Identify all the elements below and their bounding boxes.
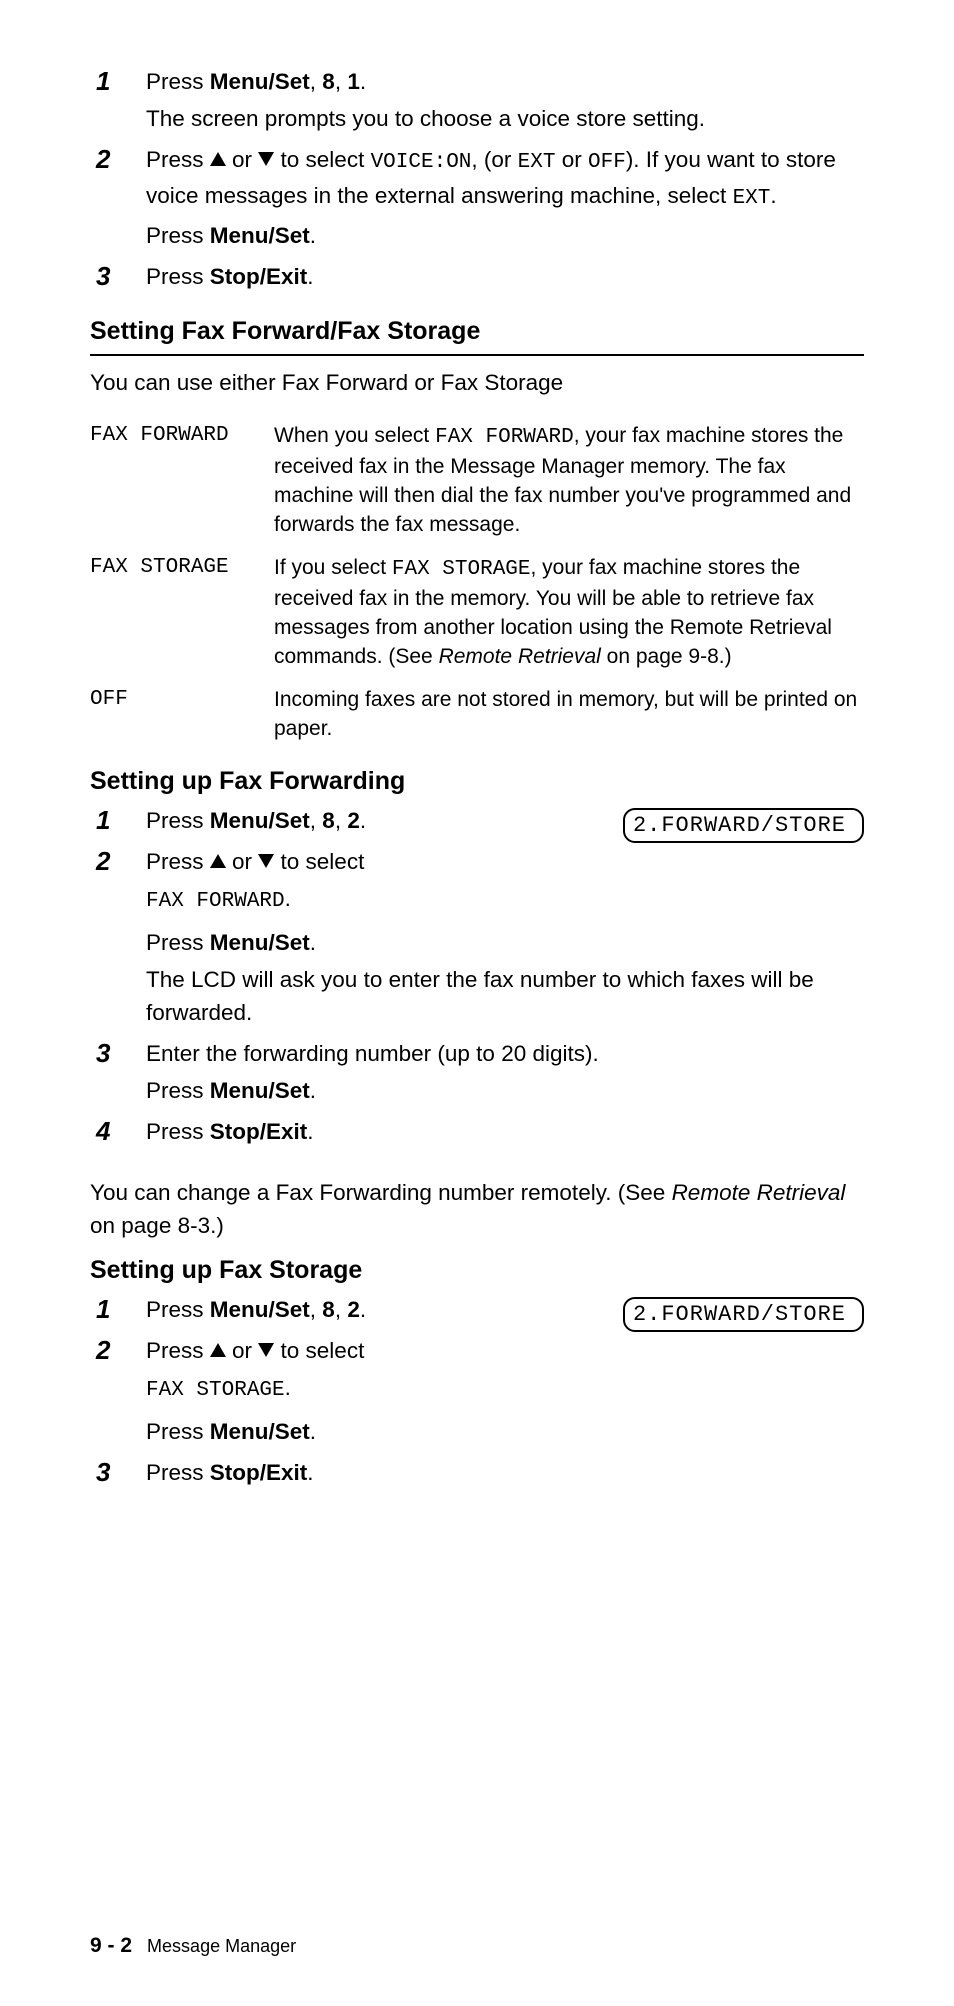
step-row: 3Press Stop/Exit.	[90, 1456, 864, 1493]
definitions-table: FAX FORWARDWhen you select FAX FORWARD, …	[90, 417, 864, 753]
definition-desc: If you select FAX STORAGE, your fax mach…	[274, 549, 864, 681]
fax-forward-note: You can change a Fax Forwarding number r…	[90, 1176, 864, 1242]
table-row: FAX FORWARDWhen you select FAX FORWARD, …	[90, 417, 864, 549]
section-intro: You can use either Fax Forward or Fax St…	[90, 366, 864, 399]
step-body: Press or to selectFAX FORWARD.	[146, 845, 506, 922]
step-number: 4	[90, 1115, 146, 1147]
footer-section: Message Manager	[147, 1936, 296, 1956]
step-number: 3	[90, 260, 146, 292]
step-row: 1Press Menu/Set, 8, 2.	[90, 1293, 623, 1330]
table-row: FAX STORAGEIf you select FAX STORAGE, yo…	[90, 549, 864, 681]
arrow-up-icon	[210, 854, 226, 868]
arrow-down-icon	[258, 854, 274, 868]
page-number: 9 - 2	[90, 1934, 132, 1957]
page-footer: 9 - 2 Message Manager	[90, 1934, 296, 1958]
step-number: 3	[90, 1456, 146, 1488]
step-row: 3Enter the forwarding number (up to 20 d…	[90, 1037, 864, 1111]
step-body: Press or to selectFAX STORAGE.	[146, 1334, 506, 1411]
fax-forwarding-block: 2.FORWARD/STORE 1Press Menu/Set, 8, 2.2P…	[90, 804, 864, 1172]
step-number: 1	[90, 65, 146, 97]
fax-storage-block: 2.FORWARD/STORE 1Press Menu/Set, 8, 2.2P…	[90, 1293, 864, 1513]
definition-desc: When you select FAX FORWARD, your fax ma…	[274, 417, 864, 549]
step-body: Press or to select VOICE:ON, (or EXT or …	[146, 143, 864, 256]
step-row: Press Menu/Set.	[90, 1415, 864, 1452]
arrow-up-icon	[210, 1343, 226, 1357]
definition-term: OFF	[90, 681, 274, 753]
step-row: 1Press Menu/Set, 8, 1.The screen prompts…	[90, 65, 864, 139]
step-body: Press Stop/Exit.	[146, 1115, 864, 1152]
document-page: 1Press Menu/Set, 8, 1.The screen prompts…	[0, 0, 954, 2006]
step-body: Press Menu/Set.	[146, 1415, 864, 1452]
step-number: 2	[90, 845, 146, 877]
step-row: 1Press Menu/Set, 8, 2.	[90, 804, 623, 841]
step-row: 2Press or to selectFAX STORAGE.	[90, 1334, 864, 1411]
step-body: Press Menu/Set.The LCD will ask you to e…	[146, 926, 864, 1033]
step-body: Press Menu/Set, 8, 2.	[146, 804, 506, 841]
definition-desc: Incoming faxes are not stored in memory,…	[274, 681, 864, 753]
table-row: OFFIncoming faxes are not stored in memo…	[90, 681, 864, 753]
step-row: 4Press Stop/Exit.	[90, 1115, 864, 1152]
step-number: 2	[90, 1334, 146, 1366]
arrow-up-icon	[210, 152, 226, 166]
step-body: Press Menu/Set, 8, 2.	[146, 1293, 506, 1330]
section-heading-fax-forwarding: Setting up Fax Forwarding	[90, 767, 864, 796]
step-body: Press Stop/Exit.	[146, 1456, 864, 1493]
section-heading-fax-forward-storage: Setting Fax Forward/Fax Storage	[90, 317, 864, 356]
step-number: 1	[90, 804, 146, 836]
step-row: 3Press Stop/Exit.	[90, 260, 864, 297]
step-number: 3	[90, 1037, 146, 1069]
step-row: 2Press or to select VOICE:ON, (or EXT or…	[90, 143, 864, 256]
step-number: 2	[90, 143, 146, 175]
step-body: Enter the forwarding number (up to 20 di…	[146, 1037, 864, 1111]
arrow-down-icon	[258, 152, 274, 166]
voice-store-steps: 1Press Menu/Set, 8, 1.The screen prompts…	[90, 65, 864, 297]
step-row: Press Menu/Set.The LCD will ask you to e…	[90, 926, 864, 1033]
lcd-display: 2.FORWARD/STORE	[623, 808, 864, 843]
lcd-display: 2.FORWARD/STORE	[623, 1297, 864, 1332]
step-number: 1	[90, 1293, 146, 1325]
step-body: Press Menu/Set, 8, 1.The screen prompts …	[146, 65, 864, 139]
section-heading-fax-storage: Setting up Fax Storage	[90, 1256, 864, 1285]
step-body: Press Stop/Exit.	[146, 260, 864, 297]
arrow-down-icon	[258, 1343, 274, 1357]
fax-forwarding-steps: 1Press Menu/Set, 8, 2.2Press or to selec…	[90, 804, 864, 1152]
step-row: 2Press or to selectFAX FORWARD.	[90, 845, 864, 922]
definition-term: FAX STORAGE	[90, 549, 274, 681]
definition-term: FAX FORWARD	[90, 417, 274, 549]
